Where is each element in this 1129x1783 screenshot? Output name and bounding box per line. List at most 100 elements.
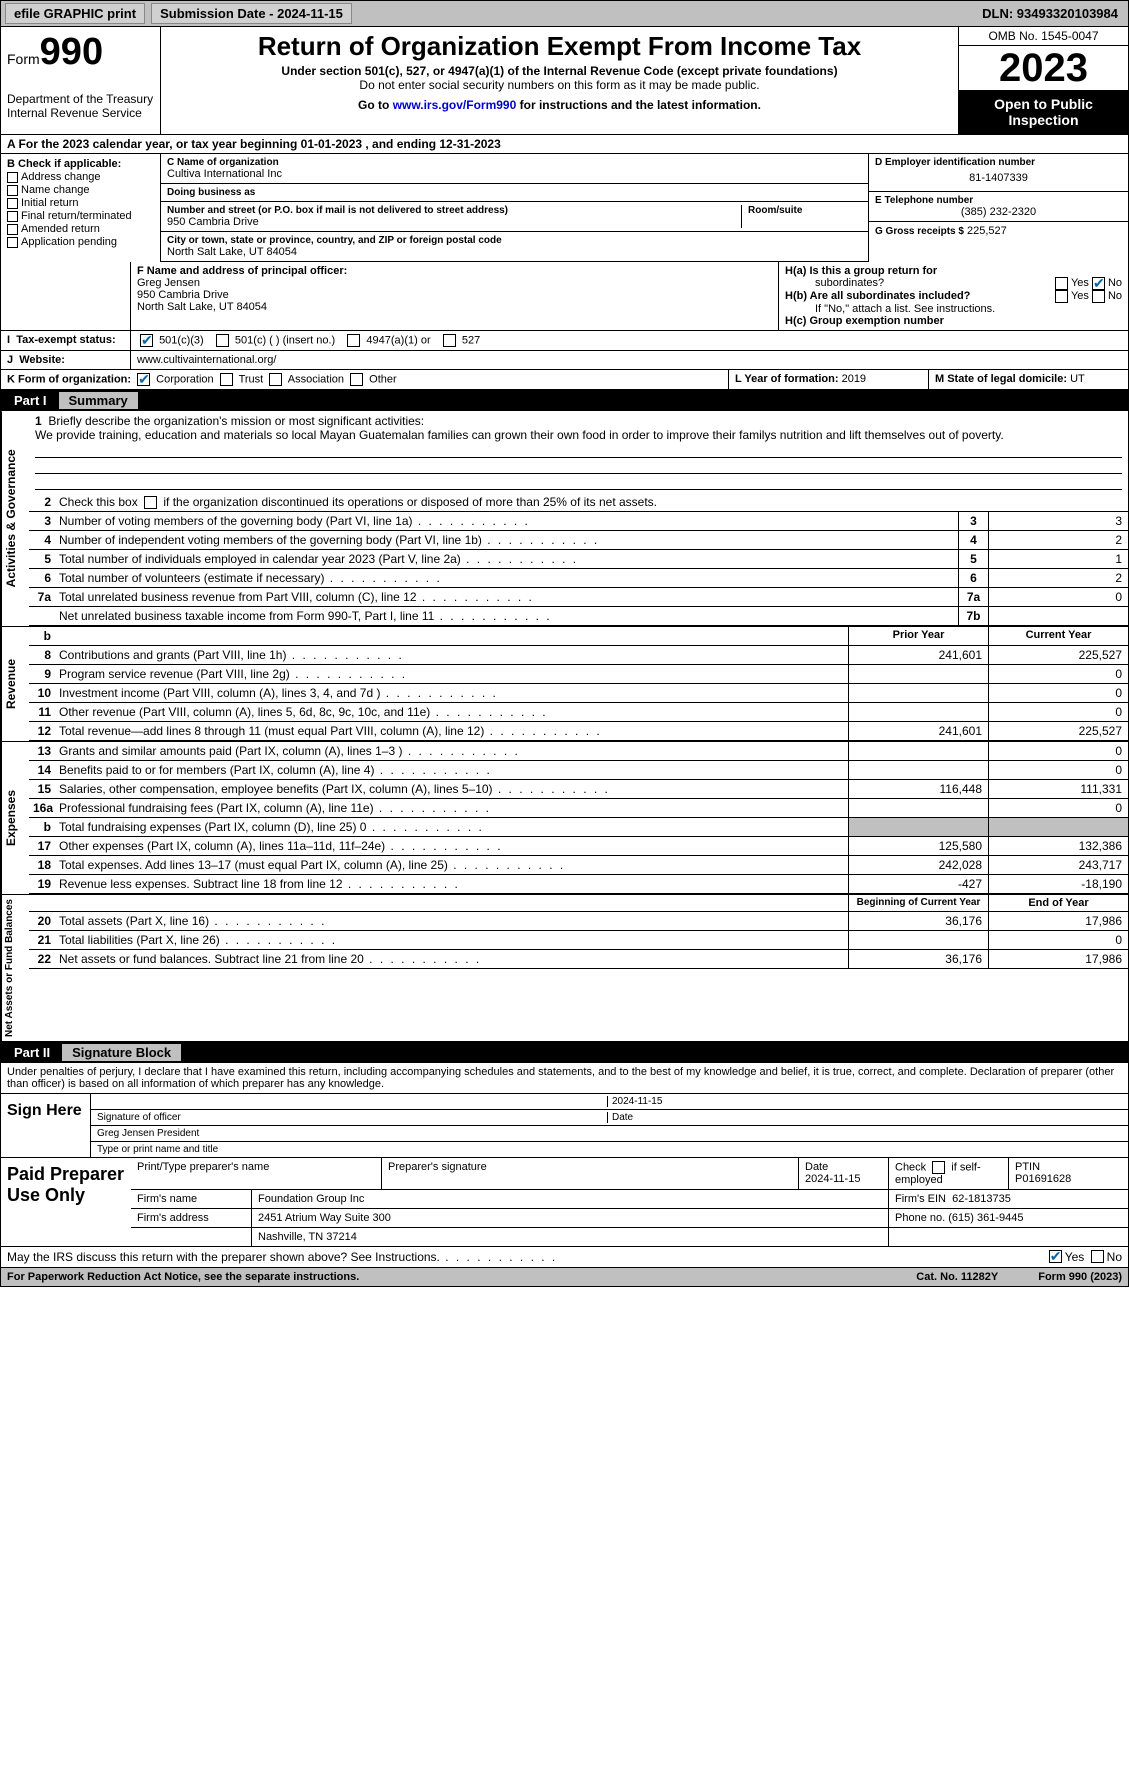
line-box: 6 (958, 569, 988, 587)
mission-label: Briefly describe the organization's miss… (48, 414, 424, 428)
line-box: 3 (958, 512, 988, 530)
org-name: Cultiva International Inc (167, 168, 862, 180)
corp-checkbox[interactable] (137, 373, 150, 386)
checkbox-initial-return[interactable] (7, 198, 18, 209)
sig-date: 2024-11-15 (607, 1096, 1122, 1107)
current-year-value: 225,527 (988, 646, 1128, 664)
hb-no-checkbox[interactable] (1092, 290, 1105, 303)
line-text: Revenue less expenses. Subtract line 18 … (55, 875, 848, 893)
line-text: Total assets (Part X, line 16) (55, 912, 848, 930)
section-f: F Name and address of principal officer:… (131, 262, 778, 330)
no-ssn-note: Do not enter social security numbers on … (169, 78, 950, 92)
firm-addr-label: Firm's address (131, 1209, 251, 1227)
501c3-checkbox[interactable] (140, 334, 153, 347)
assoc-checkbox[interactable] (269, 373, 282, 386)
part2-header: Part II Signature Block (0, 1042, 1129, 1063)
discuss-text: May the IRS discuss this return with the… (7, 1250, 440, 1264)
goto-link[interactable]: Go to www.irs.gov/Form990 for instructio… (169, 98, 950, 112)
prior-year-value: 242,028 (848, 856, 988, 874)
paperwork-notice: For Paperwork Reduction Act Notice, see … (7, 1271, 359, 1283)
governance-tab: Activities & Governance (1, 411, 29, 626)
officer-label: F Name and address of principal officer: (137, 265, 772, 277)
line-text: Total unrelated business revenue from Pa… (55, 588, 958, 606)
current-year-value: 0 (988, 665, 1128, 683)
form-title: Return of Organization Exempt From Incom… (169, 31, 950, 62)
line-text: Other expenses (Part IX, column (A), lin… (55, 837, 848, 855)
officer-street: 950 Cambria Drive (137, 289, 772, 301)
form-number-footer: Form 990 (2023) (1038, 1271, 1122, 1283)
street-label: Number and street (or P.O. box if mail i… (167, 205, 741, 216)
current-year-value: 17,986 (988, 950, 1128, 968)
line-text: Total number of individuals employed in … (55, 550, 958, 568)
firm-addr: 2451 Atrium Way Suite 300 (251, 1209, 888, 1227)
ha-yes-checkbox[interactable] (1055, 277, 1068, 290)
section-h: H(a) Is this a group return for subordin… (778, 262, 1128, 330)
4947-checkbox[interactable] (347, 334, 360, 347)
current-year-value: 0 (988, 931, 1128, 949)
line-text: Number of voting members of the governin… (55, 512, 958, 530)
501c-checkbox[interactable] (216, 334, 229, 347)
line-value: 2 (988, 569, 1128, 587)
discuss-row: May the IRS discuss this return with the… (1, 1247, 1128, 1267)
527-checkbox[interactable] (443, 334, 456, 347)
checkbox-amended-return[interactable] (7, 224, 18, 235)
self-emp-checkbox[interactable] (932, 1161, 945, 1174)
prior-year-value: 116,448 (848, 780, 988, 798)
checkbox-address-change[interactable] (7, 172, 18, 183)
year-formation: 2019 (842, 373, 866, 385)
prior-year-value (848, 665, 988, 683)
prior-year-value: 241,601 (848, 722, 988, 740)
city-value: North Salt Lake, UT 84054 (167, 246, 862, 258)
irs-label: Internal Revenue Service (7, 106, 154, 120)
section-k-label: K Form of organization: (7, 373, 131, 385)
firm-ein-label: Firm's EIN (895, 1193, 946, 1205)
officer-name: Greg Jensen (137, 277, 772, 289)
line-text: Contributions and grants (Part VIII, lin… (55, 646, 848, 664)
ptin-label: PTIN (1015, 1161, 1040, 1173)
line-text: Total fundraising expenses (Part IX, col… (55, 818, 848, 836)
line-text: Other revenue (Part VIII, column (A), li… (55, 703, 848, 721)
current-year-value: 17,986 (988, 912, 1128, 930)
dln: DLN: 93493320103984 (982, 6, 1118, 21)
hc-label: H(c) Group exemption number (785, 315, 1122, 327)
prior-year-value (848, 799, 988, 817)
checkbox-application-pending[interactable] (7, 237, 18, 248)
prep-name-label: Print/Type preparer's name (131, 1158, 381, 1189)
checkbox-final-return[interactable] (7, 211, 18, 222)
open-inspection: Open to Public Inspection (959, 90, 1128, 134)
discuss-no-checkbox[interactable] (1091, 1250, 1104, 1263)
current-year-value: 0 (988, 703, 1128, 721)
line-text: Total liabilities (Part X, line 26) (55, 931, 848, 949)
sign-here-label: Sign Here (1, 1094, 91, 1158)
line-text: Salaries, other compensation, employee b… (55, 780, 848, 798)
prior-year-value (848, 703, 988, 721)
line-value: 0 (988, 588, 1128, 606)
hb-yes-checkbox[interactable] (1055, 290, 1068, 303)
discuss-yes-checkbox[interactable] (1049, 1250, 1062, 1263)
website-value[interactable]: www.cultivainternational.org/ (131, 351, 1128, 369)
form-number: 990 (40, 31, 103, 73)
line-text: Net assets or fund balances. Subtract li… (55, 950, 848, 968)
prep-sig-label: Preparer's signature (381, 1158, 798, 1189)
other-checkbox[interactable] (350, 373, 363, 386)
line-text: Total expenses. Add lines 13–17 (must eq… (55, 856, 848, 874)
domicile-label: M State of legal domicile: (935, 373, 1067, 385)
efile-print-button[interactable]: efile GRAPHIC print (5, 3, 145, 24)
self-employed-check: Check if self-employed (888, 1158, 1008, 1189)
line-text: Professional fundraising fees (Part IX, … (55, 799, 848, 817)
trust-checkbox[interactable] (220, 373, 233, 386)
room-label: Room/suite (748, 205, 862, 216)
part1-header: Part I Summary (0, 390, 1129, 411)
revenue-tab: Revenue (1, 627, 29, 741)
ha-no-checkbox[interactable] (1092, 277, 1105, 290)
firm-name: Foundation Group Inc (251, 1190, 888, 1208)
discontinued-checkbox[interactable] (144, 496, 157, 509)
line-box: 5 (958, 550, 988, 568)
current-year-value: 225,527 (988, 722, 1128, 740)
current-year-value: 243,717 (988, 856, 1128, 874)
omb-number: OMB No. 1545-0047 (959, 27, 1128, 46)
checkbox-name-change[interactable] (7, 185, 18, 196)
line-box: 4 (958, 531, 988, 549)
officer-city: North Salt Lake, UT 84054 (137, 301, 772, 313)
current-year-value: 111,331 (988, 780, 1128, 798)
